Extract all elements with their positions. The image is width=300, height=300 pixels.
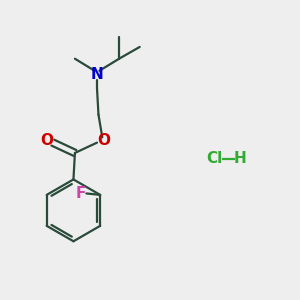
Text: F: F — [76, 186, 86, 201]
Text: Cl: Cl — [207, 151, 223, 166]
Text: O: O — [40, 133, 53, 148]
Text: O: O — [97, 133, 110, 148]
Text: N: N — [91, 68, 103, 82]
Text: H: H — [233, 151, 246, 166]
